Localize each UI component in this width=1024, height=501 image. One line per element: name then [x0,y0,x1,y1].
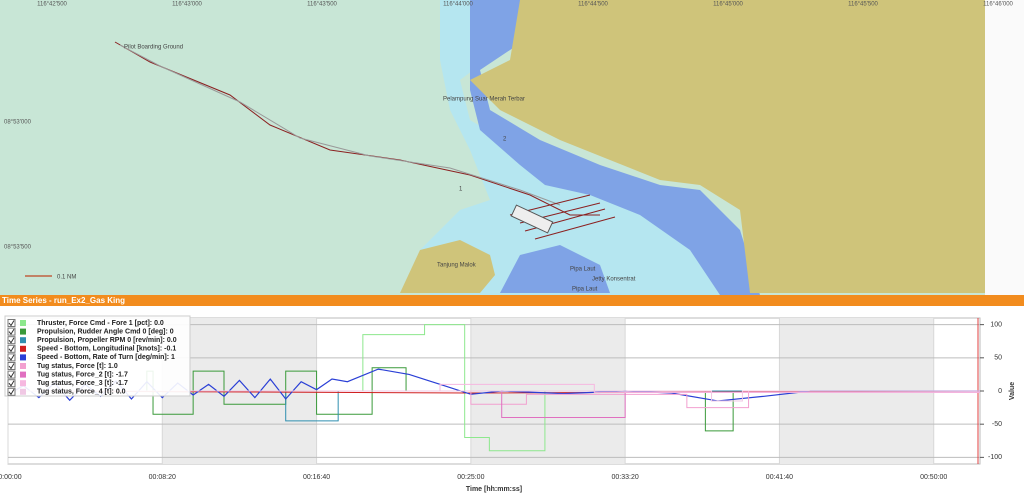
legend: Thruster, Force Cmd - Fore 1 [pct]: 0.0P… [4,315,191,397]
series-line [8,324,980,452]
legend-checkbox [7,362,16,370]
place-label: Pelampung Suar Merah Terbar [443,97,525,103]
legend-swatch [20,328,26,335]
legend-checkbox [7,327,16,336]
legend-check [8,346,15,353]
legend-swatch [20,354,26,361]
legend-checkbox [7,319,16,327]
map: 116°42'500 116°43'000 116°43'500 116°44'… [0,0,1024,295]
lon-labels: 116°42'500 116°43'000 116°43'500 116°44'… [4,2,1014,251]
legend-check [8,354,15,361]
place-label: Pilot Boarding Ground [124,45,183,51]
place-label: Jetty Konsentrat [592,277,636,283]
legend-checkbox [7,344,16,353]
legend-box [4,315,191,397]
plot: 00:00:00 00:08:20 00:16:40 00:25:00 00:33:20… [0,315,1016,493]
legend-checkbox [7,353,16,362]
legend-checkbox [7,336,16,345]
place-label: Tanjung Malok [437,263,477,269]
place-label: Pipa Laut [570,267,596,273]
y-tick-label: 50 [994,355,1002,362]
lon-label: 116°44'000 [443,2,473,8]
place-label: 2 [503,137,507,143]
lat-label: 08°53'000 [4,120,32,126]
y-tick-label: -100 [988,454,1002,461]
series-line [8,390,980,402]
y-tick-label: -50 [992,421,1002,428]
x-tick-label: 00:33:20 [612,474,639,481]
x-tick-label: 00:08:20 [149,474,176,481]
legend-entry: Tug status, Force_3 [t]: -1.7 [37,380,128,387]
legend-checkbox [7,379,16,388]
series-line [8,390,980,409]
legend-entry: Propulsion, Rudder Angle Cmd 0 [deg]: 0 [37,328,174,335]
y-axis-label: Value [1009,382,1016,400]
legend-swatch [20,388,26,395]
legend-swatch [20,320,26,326]
x-tick-label: 00:16:40 [303,474,330,481]
legend-checkbox [7,387,16,396]
legend-check [8,320,15,327]
lat-label: 08°53'500 [4,245,32,251]
y-tick-label: 100 [990,321,1002,328]
legend-swatch [20,345,26,352]
legend-swatch [20,380,26,387]
x-tick-label: 00:25:00 [457,474,484,481]
lon-label: 116°44'500 [578,2,608,8]
legend-check [8,371,15,378]
legend-entry: Tug status, Force_2 [t]: -1.7 [37,371,128,378]
x-tick-label: 00:00:00 [0,474,22,481]
y-tick-label: 0 [998,388,1002,395]
x-axis-label: Time [hh:mm:ss] [466,486,522,493]
legend-swatch [20,371,26,378]
legend-entry: Speed - Bottom, Rate of Turn [deg/min]: … [37,354,175,361]
legend-check [8,363,15,370]
legend-check [8,328,15,335]
lon-label: 116°46'000 [983,2,1013,8]
panel-title: Time Series - run_Ex2_Gas King [2,296,125,305]
lon-label: 116°43'500 [307,2,337,8]
lon-label: 116°45'000 [713,2,743,8]
lon-label: 116°42'500 [37,2,67,8]
legend-entry: Thruster, Force Cmd - Fore 1 [pct]: 0.0 [37,320,164,327]
legend-swatch [20,337,26,344]
legend-check [8,337,15,344]
legend-entry: Speed - Bottom, Longitudinal [knots]: -0… [37,346,176,353]
legend-entry: Tug status, Force_4 [t]: 0.0 [37,389,126,396]
x-tick-label: 00:41:40 [766,474,793,481]
lon-label: 116°43'000 [172,2,202,8]
lon-label: 116°45'500 [848,2,878,8]
x-tick-label: 00:50:00 [920,474,947,481]
legend-entry: Propulsion, Propeller RPM 0 [rev/min]: 0… [37,337,177,344]
legend-checkbox [7,370,16,379]
place-label: 1 [459,187,463,193]
legend-check [8,380,15,387]
legend-check [8,389,15,396]
scale-label: 0.1 NM [57,275,76,281]
place-label: Pipa Laut [572,287,598,293]
legend-entry: Tug status, Force [t]: 1.0 [37,363,118,370]
legend-swatch [20,363,26,369]
